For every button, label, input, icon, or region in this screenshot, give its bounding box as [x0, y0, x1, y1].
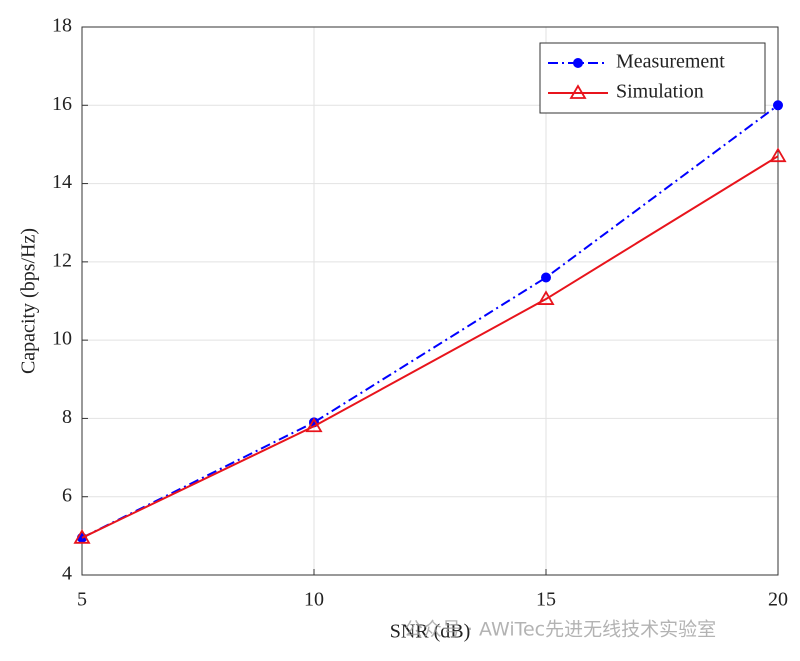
y-tick-label: 6: [62, 484, 72, 506]
legend-marker: [573, 58, 583, 68]
x-tick-label: 10: [304, 589, 324, 611]
marker: [537, 290, 555, 305]
y-tick-label: 16: [52, 93, 72, 115]
x-axis-label: SNR (dB): [390, 621, 471, 643]
series-line: [81, 104, 779, 539]
marker: [305, 417, 323, 433]
legend-label: Simulation: [616, 81, 704, 103]
marker: [541, 272, 551, 283]
plot-frame: [81, 26, 779, 576]
marker: [769, 147, 787, 163]
x-tick-label: 20: [768, 589, 788, 611]
marker: [773, 100, 783, 111]
y-tick-label: 18: [52, 15, 72, 37]
watermark: 公众号 · AWiTec先进无线技术实验室: [404, 619, 716, 641]
y-tick-label: 12: [52, 249, 72, 271]
legend-box: [539, 42, 766, 114]
x-tick-label: 15: [536, 589, 556, 611]
x-tick-label: 5: [77, 589, 87, 611]
y-tick-label: 14: [52, 171, 72, 193]
legend-label: Measurement: [616, 51, 725, 73]
y-axis-label: Capacity (bps/Hz): [18, 228, 40, 374]
legend-marker: [569, 84, 587, 99]
marker: [73, 529, 91, 544]
series-line: [81, 155, 779, 539]
y-tick-label: 4: [62, 563, 72, 585]
y-tick-label: 10: [52, 328, 72, 350]
y-tick-label: 8: [62, 406, 72, 428]
